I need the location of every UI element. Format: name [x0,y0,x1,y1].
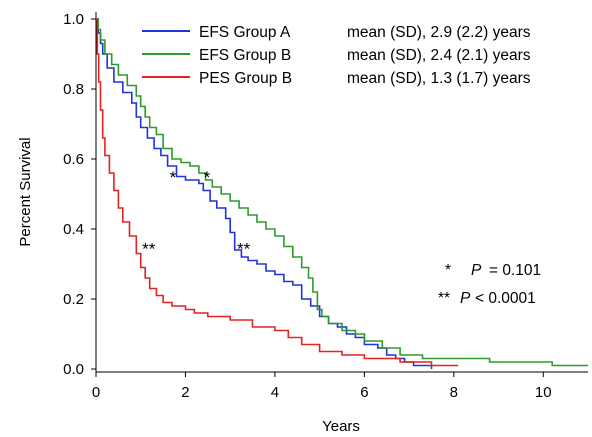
y-tick-label: 0.2 [63,291,84,308]
p-value-1-stars: * [445,262,451,279]
significance-marker: ** [237,240,251,259]
x-tick-label: 8 [450,384,458,401]
y-tick-label: 0.6 [63,151,84,168]
significance-marker: * [170,168,177,187]
significance-marker: * [204,168,211,187]
series-line-efs-group-b [96,18,588,367]
series-layer [96,18,588,369]
x-tick-label: 4 [271,384,279,401]
p-value-1-value: = 0.101 [489,262,541,279]
legend-stat-efs-a: mean (SD), 2.9 (2.2) years [347,24,531,41]
p-value-1-symbol: P [471,262,482,279]
x-tick-label: 6 [360,384,368,401]
p-value-2-value: < 0.0001 [475,290,536,307]
legend: EFS Group A mean (SD), 2.9 (2.2) years E… [142,24,531,87]
series-line-pes-group-b [96,18,459,367]
legend-label-efs-a: EFS Group A [199,24,291,41]
x-tick-label: 10 [535,384,552,401]
x-ticks: 0 2 4 6 8 10 [92,372,552,401]
legend-stat-pes-b: mean (SD), 1.3 (1.7) years [347,70,531,87]
y-tick-label: 1.0 [63,11,84,28]
p-value-2-stars: ** [438,290,450,307]
series-line-efs-group-a [96,18,433,369]
y-axis-title: Percent Survival [17,137,34,246]
y-tick-label: 0.8 [63,81,84,98]
legend-label-pes-b: PES Group B [199,70,292,87]
annotation-layer: * *** ** [142,168,250,259]
x-tick-label: 2 [181,384,189,401]
y-tick-label: 0.0 [63,361,84,378]
p-value-2-symbol: P [460,290,471,307]
axes [95,12,588,373]
x-tick-label: 0 [92,384,100,401]
legend-stat-efs-b: mean (SD), 2.4 (2.1) years [347,47,531,64]
p-value-box: * P = 0.101 ** P < 0.0001 [438,262,541,307]
significance-marker: ** [142,240,156,259]
y-ticks: 0.0 0.2 0.4 0.6 0.8 1.0 [63,11,96,378]
legend-label-efs-b: EFS Group B [199,47,291,64]
y-tick-label: 0.4 [63,221,84,238]
x-axis-title: Years [322,418,360,435]
